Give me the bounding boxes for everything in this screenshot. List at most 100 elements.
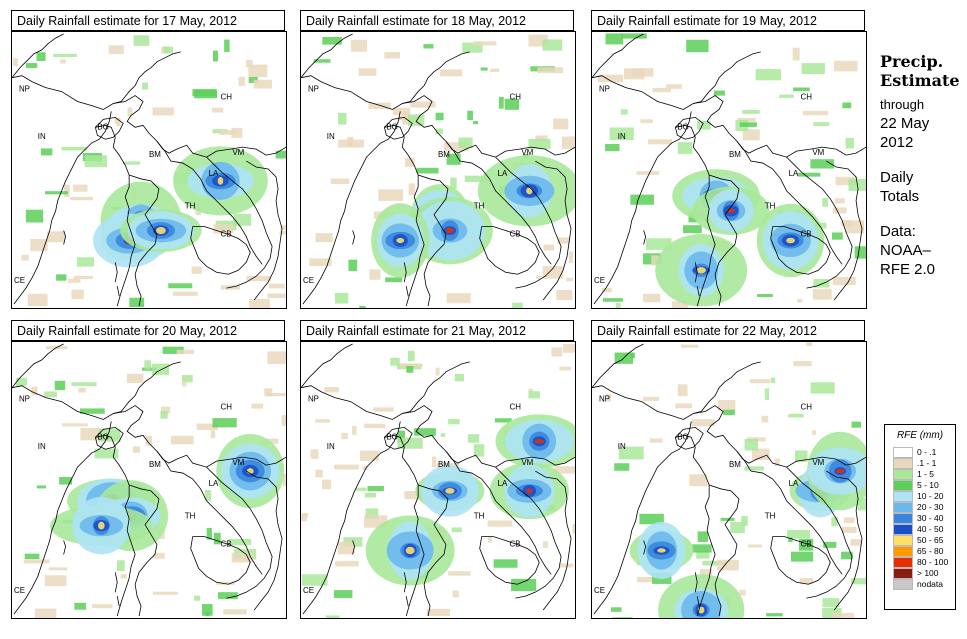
country-label: BG — [386, 432, 397, 441]
rainfall-field — [606, 342, 866, 618]
rainfall-map-panel: Daily Rainfall estimate for 17 May, 2012… — [11, 10, 287, 309]
country-label: IN — [618, 132, 626, 141]
legend-item: 65 - 80 — [885, 546, 955, 557]
legend-label: 0 - .1 — [917, 447, 937, 457]
country-label: CH — [220, 93, 232, 102]
legend-label: 1 - 5 — [917, 469, 935, 479]
legend-swatch — [893, 546, 913, 557]
country-label: BG — [677, 122, 688, 131]
legend-label: 20 - 30 — [917, 502, 944, 512]
country-label: NP — [308, 85, 319, 94]
country-label: LA — [789, 479, 799, 488]
country-label: BM — [729, 150, 741, 159]
country-label: VM — [812, 148, 824, 157]
rainfall-field — [309, 34, 575, 308]
map-svg: NP CH IN BG BM VM LA TH CB CE — [592, 342, 866, 618]
country-borders — [301, 33, 575, 307]
legend-label: 65 - 80 — [917, 546, 944, 556]
country-label: LA — [498, 479, 508, 488]
country-label: CB — [800, 540, 811, 549]
country-label: CE — [14, 276, 25, 285]
country-label: BM — [438, 460, 450, 469]
legend-swatch — [893, 491, 913, 502]
country-label: CE — [303, 276, 314, 285]
country-label: CB — [220, 230, 231, 239]
legend-item: 10 - 20 — [885, 491, 955, 502]
country-label: CE — [594, 586, 605, 595]
legend-swatch — [893, 480, 913, 491]
map-svg: NP CH IN BG BM VM LA TH CB CE — [301, 343, 575, 618]
rainfall-map: NP CH IN BG BM VM LA TH CB CE — [300, 31, 576, 309]
panel-title: Daily Rainfall estimate for 18 May, 2012 — [300, 10, 574, 31]
data-line-1: Data: — [880, 223, 916, 240]
country-label: CE — [303, 586, 314, 595]
country-labels: NP CH IN BG BM VM LA TH CB CE — [14, 395, 244, 596]
heading-line-2: Estimate — [880, 71, 960, 90]
country-label: VM — [521, 148, 533, 157]
country-borders — [592, 33, 866, 307]
country-label: VM — [232, 148, 244, 157]
country-label: NP — [308, 395, 319, 404]
country-label: BM — [438, 150, 450, 159]
map-svg: NP CH IN BG BM VM LA TH CB CE — [12, 343, 286, 618]
country-borders — [12, 33, 286, 307]
legend-item: 40 - 50 — [885, 524, 955, 535]
heading-line-1: Precip. — [880, 52, 944, 71]
legend-label: .1 - 1 — [917, 458, 937, 468]
rainfall-map-panel: Daily Rainfall estimate for 22 May, 2012… — [591, 320, 867, 619]
legend-label: 10 - 20 — [917, 491, 944, 501]
country-label: LA — [498, 169, 508, 178]
country-labels: NP CH IN BG BM VM LA TH CB CE — [594, 395, 824, 596]
legend-title: RFE (mm) — [896, 430, 944, 441]
country-label: NP — [19, 85, 30, 94]
legend-item: .1 - 1 — [885, 458, 955, 469]
country-label: CH — [509, 93, 521, 102]
side-caption: Precip. Estimate through 22 May 2012 Dai… — [880, 52, 965, 279]
legend-swatch — [893, 513, 913, 524]
rainfall-map: NP CH IN BG BM VM LA TH CB CE — [11, 341, 287, 619]
rainfall-field — [15, 346, 286, 618]
country-label: LA — [209, 479, 219, 488]
rainfall-map: NP CH IN BG BM VM LA TH CB CE — [11, 31, 287, 309]
legend-swatch — [893, 557, 913, 568]
panel-title: Daily Rainfall estimate for 21 May, 2012 — [300, 320, 574, 341]
country-label: IN — [327, 442, 335, 451]
country-labels: NP CH IN BG BM VM LA TH CB CE — [594, 85, 824, 286]
country-label: VM — [521, 458, 533, 467]
rainfall-map-panel: Daily Rainfall estimate for 19 May, 2012… — [591, 10, 867, 309]
country-label: IN — [618, 442, 626, 451]
country-label: TH — [474, 202, 485, 211]
country-label: NP — [599, 85, 610, 94]
country-label: LA — [209, 169, 219, 178]
legend-label: 30 - 40 — [917, 513, 944, 523]
country-label: TH — [765, 202, 776, 211]
rainfall-map-panel: Daily Rainfall estimate for 21 May, 2012… — [300, 320, 576, 619]
through-line-1: through — [880, 97, 925, 112]
rainfall-map-panel: Daily Rainfall estimate for 18 May, 2012… — [300, 10, 576, 309]
legend-swatch — [893, 524, 913, 535]
country-label: TH — [765, 512, 776, 521]
country-label: BG — [677, 432, 688, 441]
country-label: TH — [185, 202, 196, 211]
country-label: BM — [149, 150, 161, 159]
country-label: CH — [220, 403, 232, 412]
country-label: IN — [38, 442, 46, 451]
legend-label: nodata — [917, 579, 943, 589]
country-borders — [301, 343, 575, 617]
country-label: TH — [185, 512, 196, 521]
through-line-3: 2012 — [880, 134, 914, 151]
country-label: CH — [509, 403, 521, 412]
legend-swatch — [893, 502, 913, 513]
data-line-3: RFE 2.0 — [880, 261, 936, 278]
legend-swatch — [893, 535, 913, 546]
country-label: CE — [14, 586, 25, 595]
legend-item: 80 - 100 — [885, 557, 955, 568]
rainfall-map: NP CH IN BG BM VM LA TH CB CE — [591, 341, 867, 619]
panel-title: Daily Rainfall estimate for 22 May, 2012 — [591, 320, 865, 341]
legend-item: 1 - 5 — [885, 469, 955, 480]
country-borders — [592, 343, 866, 617]
country-label: NP — [599, 395, 610, 404]
rainfall-field — [13, 35, 286, 308]
rainfall-map: NP CH IN BG BM VM LA TH CB CE — [591, 31, 867, 309]
rainfall-map: NP CH IN BG BM VM LA TH CB CE — [300, 341, 576, 619]
